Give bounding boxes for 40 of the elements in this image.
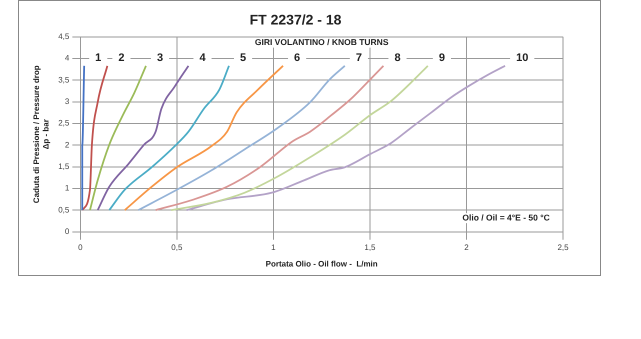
annotation: GIRI VOLANTINO / KNOB TURNS <box>254 36 389 47</box>
series-label: 2 <box>118 52 124 64</box>
line-series <box>96 64 190 212</box>
line-series <box>89 64 147 212</box>
line-series <box>170 64 429 212</box>
x-tick-label: 0 <box>78 242 84 252</box>
y-tick-label: 2,5 <box>58 118 70 128</box>
series-label: 9 <box>438 52 445 64</box>
line-series <box>154 64 384 212</box>
series-label: 10 <box>516 52 528 64</box>
x-tick-label: 1 <box>271 242 276 252</box>
line-series <box>108 64 230 212</box>
line-series <box>81 64 108 212</box>
y-tick-label: 1,5 <box>58 162 70 172</box>
line-series <box>124 64 284 212</box>
y-tick-label: 3,5 <box>58 75 70 84</box>
series-label: 5 <box>240 52 246 64</box>
x-axis-title: Portata Olio - Oil flow - L/min <box>266 259 378 268</box>
y-tick-label: 3 <box>64 97 70 106</box>
y-tick-label: 1 <box>64 184 70 193</box>
y-tick-label: 2 <box>64 140 70 150</box>
y-axis-title: Caduta di Pressione / Pressure drop Δp - bar <box>32 65 51 204</box>
y-tick-label: 4,5 <box>58 32 70 42</box>
chart-title: FT 2237/2 - 18 <box>250 11 342 28</box>
x-tick-label: 1,5 <box>364 242 376 252</box>
series-label: 3 <box>156 52 164 64</box>
y-tick-label: 0 <box>64 227 70 236</box>
series-label: 8 <box>394 52 401 64</box>
y-tick-label: 4 <box>64 54 70 63</box>
annotation: Olio / Oil = 4°E - 50 °C <box>462 212 550 222</box>
line-series <box>137 64 346 212</box>
x-tick-label: 2,5 <box>557 242 570 252</box>
series-label: 1 <box>95 52 102 64</box>
series-label: 4 <box>199 52 206 64</box>
x-tick-label: 0,5 <box>171 242 183 252</box>
x-tick-label: 2 <box>464 242 470 252</box>
series-label: 6 <box>294 52 300 64</box>
series-label: 7 <box>356 52 362 64</box>
y-tick-label: 0,5 <box>58 205 70 214</box>
line-series <box>186 64 506 212</box>
